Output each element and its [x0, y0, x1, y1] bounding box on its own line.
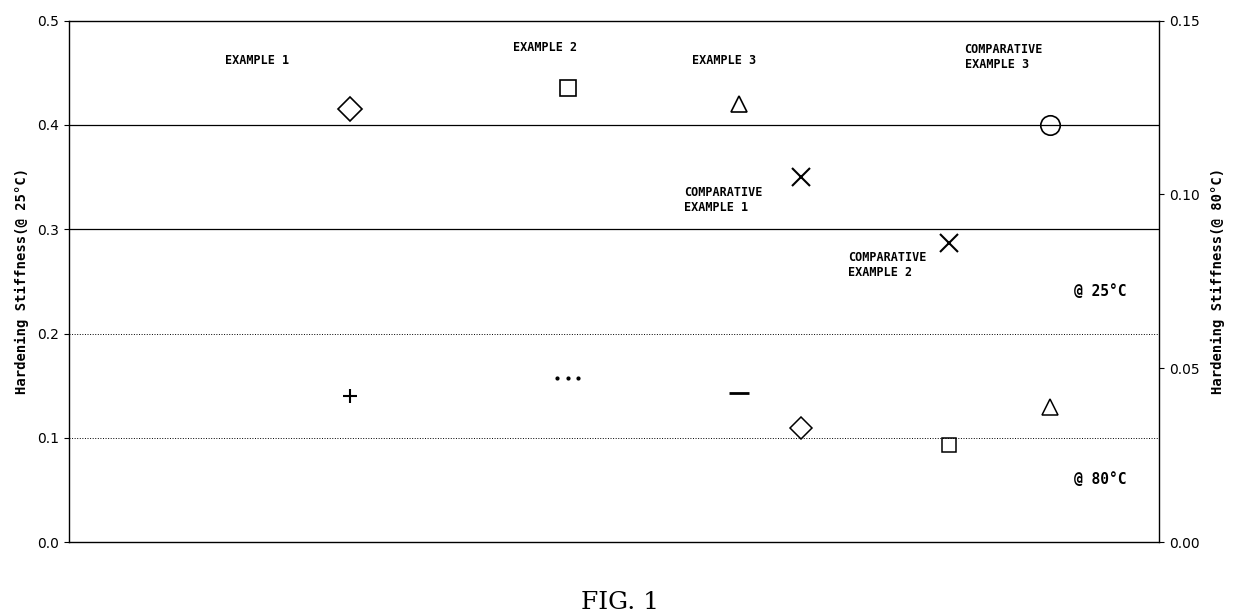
Text: @ 25°C: @ 25°C: [1074, 284, 1126, 300]
Text: COMPARATIVE
EXAMPLE 2: COMPARATIVE EXAMPLE 2: [848, 252, 926, 279]
Y-axis label: Hardening Stiffness(@ 80°C): Hardening Stiffness(@ 80°C): [1210, 169, 1225, 394]
Text: EXAMPLE 3: EXAMPLE 3: [692, 55, 756, 68]
Text: EXAMPLE 1: EXAMPLE 1: [224, 55, 289, 68]
Text: FIG. 1: FIG. 1: [582, 591, 658, 614]
Text: COMPARATIVE
EXAMPLE 1: COMPARATIVE EXAMPLE 1: [684, 186, 763, 213]
Text: COMPARATIVE
EXAMPLE 3: COMPARATIVE EXAMPLE 3: [965, 42, 1043, 71]
Text: @ 80°C: @ 80°C: [1074, 472, 1126, 487]
Y-axis label: Hardening Stiffness(@ 25°C): Hardening Stiffness(@ 25°C): [15, 169, 30, 394]
Text: EXAMPLE 2: EXAMPLE 2: [513, 41, 577, 54]
